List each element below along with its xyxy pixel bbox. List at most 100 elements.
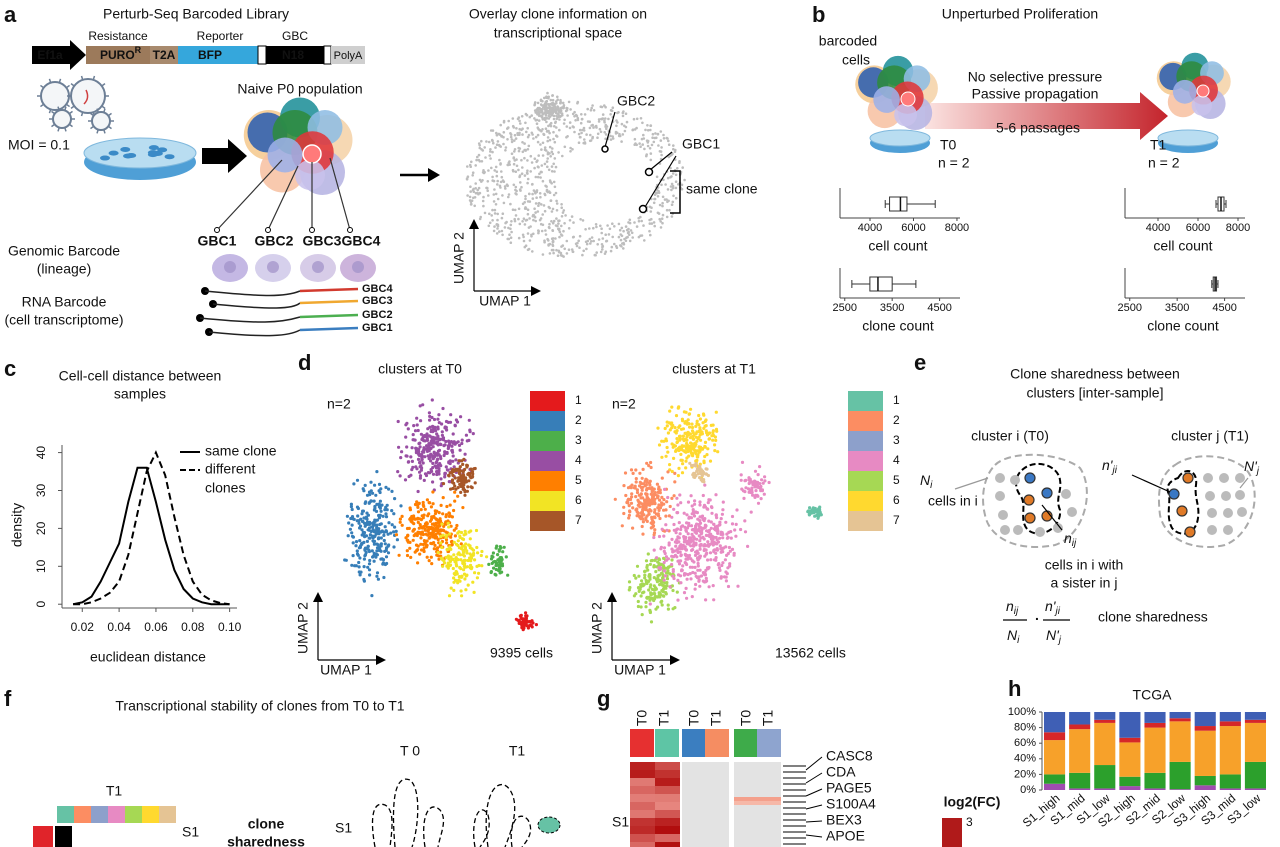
- cell-point: [690, 422, 694, 426]
- cell-point: [679, 501, 683, 505]
- cell-point: [418, 474, 423, 478]
- cell-point: [716, 531, 720, 536]
- cell-point: [454, 458, 458, 462]
- cell-point: [664, 592, 668, 596]
- circle: [500, 170, 503, 173]
- cell-point: [683, 525, 687, 529]
- cell-point: [671, 568, 675, 572]
- cell-point: [714, 438, 718, 442]
- circle: [551, 229, 555, 232]
- gene-label: CASC8: [826, 748, 873, 764]
- cell-point: [753, 479, 757, 483]
- circle: [569, 146, 572, 150]
- cell-point: [458, 535, 462, 540]
- circle: [543, 118, 547, 121]
- cell-point: [640, 524, 644, 529]
- cell-point: [379, 536, 383, 540]
- cell-point: [733, 528, 737, 532]
- cell-point: [436, 551, 440, 555]
- circle: [561, 211, 565, 214]
- cell-point: [423, 507, 427, 511]
- cell-point: [662, 564, 666, 568]
- legend-swatch: [848, 451, 883, 471]
- cell-point: [351, 541, 355, 545]
- cell-point: [714, 427, 719, 431]
- circle: [592, 109, 596, 112]
- circle: [578, 128, 582, 132]
- cell-point: [652, 588, 657, 592]
- circle: [672, 194, 675, 198]
- circle: [643, 239, 646, 242]
- cell-point: [639, 583, 643, 587]
- cell-point: [687, 515, 692, 519]
- circle: [487, 194, 490, 197]
- circle: [503, 185, 507, 188]
- cell-point: [673, 444, 678, 448]
- circle: [582, 249, 585, 253]
- label: PURO: [100, 48, 135, 62]
- cell-point: [470, 470, 475, 474]
- circle: [576, 100, 580, 104]
- cells-label: cells in i: [928, 493, 978, 509]
- bar-segment: [1044, 774, 1066, 784]
- circle: [520, 158, 523, 162]
- cell-point: [411, 433, 415, 437]
- cell-point: [656, 490, 660, 494]
- circle: [527, 144, 531, 148]
- clone-label: GBC1: [682, 136, 720, 152]
- cell-point: [690, 504, 694, 508]
- cell-point: [709, 520, 713, 524]
- legend-label: 2: [575, 413, 582, 427]
- cell-point: [730, 547, 735, 552]
- panel-title: clusters at T0: [378, 361, 462, 377]
- circle: [489, 129, 493, 132]
- circle: [683, 178, 686, 182]
- circle: [465, 177, 469, 180]
- circle: [517, 236, 521, 240]
- cell-point: [712, 522, 716, 526]
- cell-point: [629, 501, 634, 505]
- cell-point: [462, 558, 466, 563]
- circle: [512, 183, 516, 187]
- column-annotation: [757, 729, 781, 757]
- dish: [1157, 129, 1219, 147]
- cell-point: [466, 558, 470, 563]
- cell-point: [436, 528, 440, 532]
- cell-point: [421, 461, 425, 465]
- cell-point: [369, 480, 373, 484]
- cell-point: [659, 562, 663, 566]
- cell-point: [706, 540, 710, 544]
- circle: [638, 204, 648, 214]
- circle: [473, 196, 477, 199]
- cell-point: [634, 468, 638, 472]
- cell-point: [665, 424, 669, 428]
- cell-point: [685, 456, 689, 460]
- circle: [581, 219, 585, 222]
- cell-point: [736, 584, 740, 588]
- cell-point: [450, 543, 454, 547]
- circle: [559, 101, 562, 105]
- circle: [656, 132, 660, 136]
- circle: [546, 165, 549, 169]
- x-tick-label: 3500: [1165, 302, 1189, 314]
- cell-point: [641, 532, 645, 536]
- cell-point: [685, 434, 689, 439]
- cell-point: [434, 526, 438, 531]
- circle: [671, 184, 675, 188]
- circle: [583, 138, 586, 141]
- circle: [489, 157, 492, 160]
- cell-point: [641, 507, 645, 511]
- cell-point: [728, 564, 732, 568]
- axis-arrow: [313, 592, 323, 602]
- cell-point: [703, 454, 707, 459]
- cell-point: [671, 574, 675, 578]
- circle: [1067, 507, 1077, 517]
- circle: [670, 188, 673, 192]
- cell-point: [424, 532, 428, 536]
- heatmap-header: [142, 806, 159, 823]
- circle: [525, 113, 529, 117]
- cell-point: [454, 468, 458, 473]
- circle: [540, 164, 544, 167]
- cell-point: [395, 538, 399, 542]
- n-label: n = 2: [1148, 155, 1180, 171]
